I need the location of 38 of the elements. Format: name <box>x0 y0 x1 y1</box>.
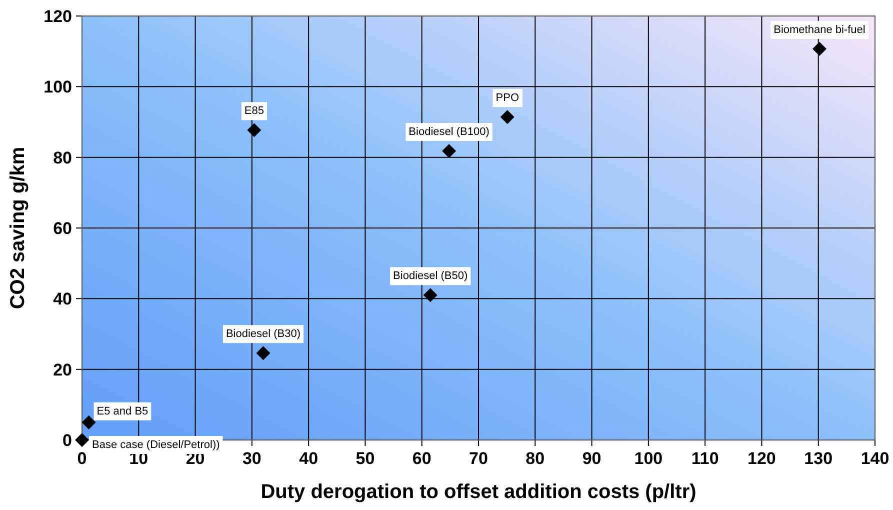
y-tick-label: 20 <box>53 360 72 380</box>
x-tick-label: 90 <box>582 449 602 468</box>
annotation: Biodiesel (B30) <box>226 328 301 340</box>
annotation: PPO <box>496 92 520 104</box>
x-axis-title: Duty derogation to offset addition costs (p/ltr) <box>260 481 696 503</box>
x-tick-label: 70 <box>469 449 488 468</box>
x-tick-label: 140 <box>860 449 890 468</box>
x-tick-label: 40 <box>299 449 318 468</box>
point <box>247 123 262 138</box>
y-tick-label: 0 <box>62 431 72 450</box>
annotation: Base case (Diesel/Petrol)) <box>92 439 220 451</box>
x-tick-label: 60 <box>412 449 432 468</box>
y-tick-label: 120 <box>44 7 72 26</box>
x-tick-label: 30 <box>242 449 262 468</box>
x-tick-label: 100 <box>634 449 663 468</box>
annotation: E85 <box>244 105 264 118</box>
annotation: E5 and B5 <box>96 405 148 418</box>
x-tick-label: 80 <box>526 449 545 468</box>
point <box>812 42 826 56</box>
y-axis-title: CO2 saving g/km <box>7 146 29 310</box>
point <box>500 110 514 124</box>
point <box>82 415 96 430</box>
annotation: Biodiesel (B50) <box>393 270 468 282</box>
x-tick-label: 110 <box>691 449 719 468</box>
x-tick-label: 130 <box>804 449 833 468</box>
y-tick-label: 80 <box>53 148 72 168</box>
point <box>256 346 270 360</box>
annotation: Biodiesel (B100) <box>408 126 490 138</box>
x-tick-label: 120 <box>748 449 776 468</box>
y-tick-label: 100 <box>44 78 72 97</box>
annotation: Biomethane bi-fuel <box>774 24 866 36</box>
x-tick-label: 0 <box>77 449 87 468</box>
point <box>75 433 89 447</box>
point <box>442 144 456 158</box>
point <box>423 288 438 302</box>
y-tick-label: 40 <box>53 290 72 309</box>
x-tick-label: 50 <box>356 449 375 468</box>
y-tick-label: 60 <box>53 219 72 238</box>
